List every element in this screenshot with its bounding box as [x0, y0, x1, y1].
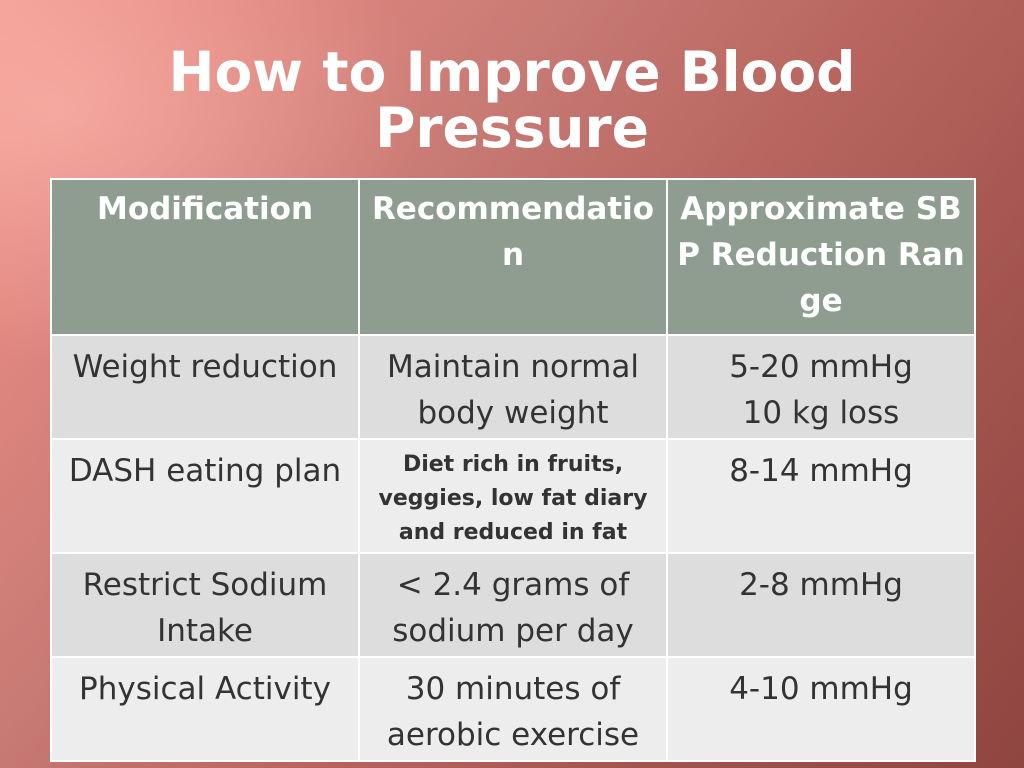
table-header-row: Modification Recommendation Approximate …	[50, 178, 976, 336]
title-line-1: How to Improve Blood	[168, 40, 856, 104]
header-modification: Modification	[50, 178, 360, 336]
cell-reduction: 4-10 mmHg	[666, 656, 976, 762]
header-recommendation: Recommendation	[358, 178, 668, 336]
cell-reduction: 2-8 mmHg	[666, 552, 976, 658]
cell-reduction: 5-20 mmHg 10 kg loss	[666, 334, 976, 440]
blood-pressure-table: Modification Recommendation Approximate …	[50, 178, 976, 762]
cell-recommendation: Diet rich in fruits, veggies, low fat di…	[358, 438, 668, 554]
table-row: Weight reduction Maintain normal body we…	[50, 334, 976, 440]
table-row: DASH eating plan Diet rich in fruits, ve…	[50, 438, 976, 554]
cell-modification: Physical Activity	[50, 656, 360, 762]
title-line-2: Pressure	[375, 96, 649, 160]
table-row: Physical Activity 30 minutes of aerobic …	[50, 656, 976, 762]
cell-recommendation: 30 minutes of aerobic exercise	[358, 656, 668, 762]
table-row: Restrict Sodium Intake < 2.4 grams of so…	[50, 552, 976, 658]
cell-modification: Weight reduction	[50, 334, 360, 440]
cell-recommendation: Maintain normal body weight	[358, 334, 668, 440]
cell-reduction: 8-14 mmHg	[666, 438, 976, 554]
reduction-value: 5-20 mmHg	[729, 349, 913, 385]
slide-title: How to Improve Blood Pressure	[0, 44, 1024, 156]
reduction-note: 10 kg loss	[742, 395, 900, 431]
cell-modification: DASH eating plan	[50, 438, 360, 554]
cell-modification: Restrict Sodium Intake	[50, 552, 360, 658]
cell-recommendation: < 2.4 grams of sodium per day	[358, 552, 668, 658]
header-sbp-reduction: Approximate SBP Reduction Range	[666, 178, 976, 336]
